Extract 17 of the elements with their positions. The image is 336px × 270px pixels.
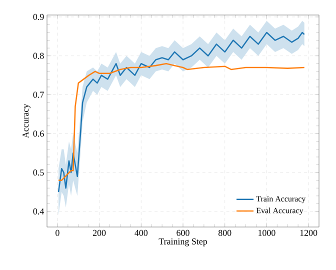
line-series — [58, 32, 306, 193]
y-tick-label: 0.8 — [33, 52, 44, 59]
y-tick-label: 0.9 — [33, 14, 44, 20]
x-tick-label: 1000 — [258, 230, 276, 236]
x-tick-label: 800 — [218, 230, 232, 236]
line-series — [58, 62, 306, 181]
y-tick-label: 0.7 — [33, 92, 44, 98]
x-tick-label: 600 — [176, 230, 190, 236]
x-tick-label: 400 — [134, 230, 148, 236]
x-tick-label: 1200 — [300, 230, 318, 236]
y-tick-label: 0.5 — [33, 169, 44, 176]
x-axis-title: Training Step — [158, 238, 208, 246]
y-axis-title: Accuracy — [22, 104, 30, 138]
y-tick-label: 0.6 — [33, 130, 44, 137]
y-tick-label: 0.4 — [33, 208, 44, 214]
x-tick-label: 200 — [92, 230, 106, 236]
x-tick-label: 0 — [56, 230, 60, 236]
